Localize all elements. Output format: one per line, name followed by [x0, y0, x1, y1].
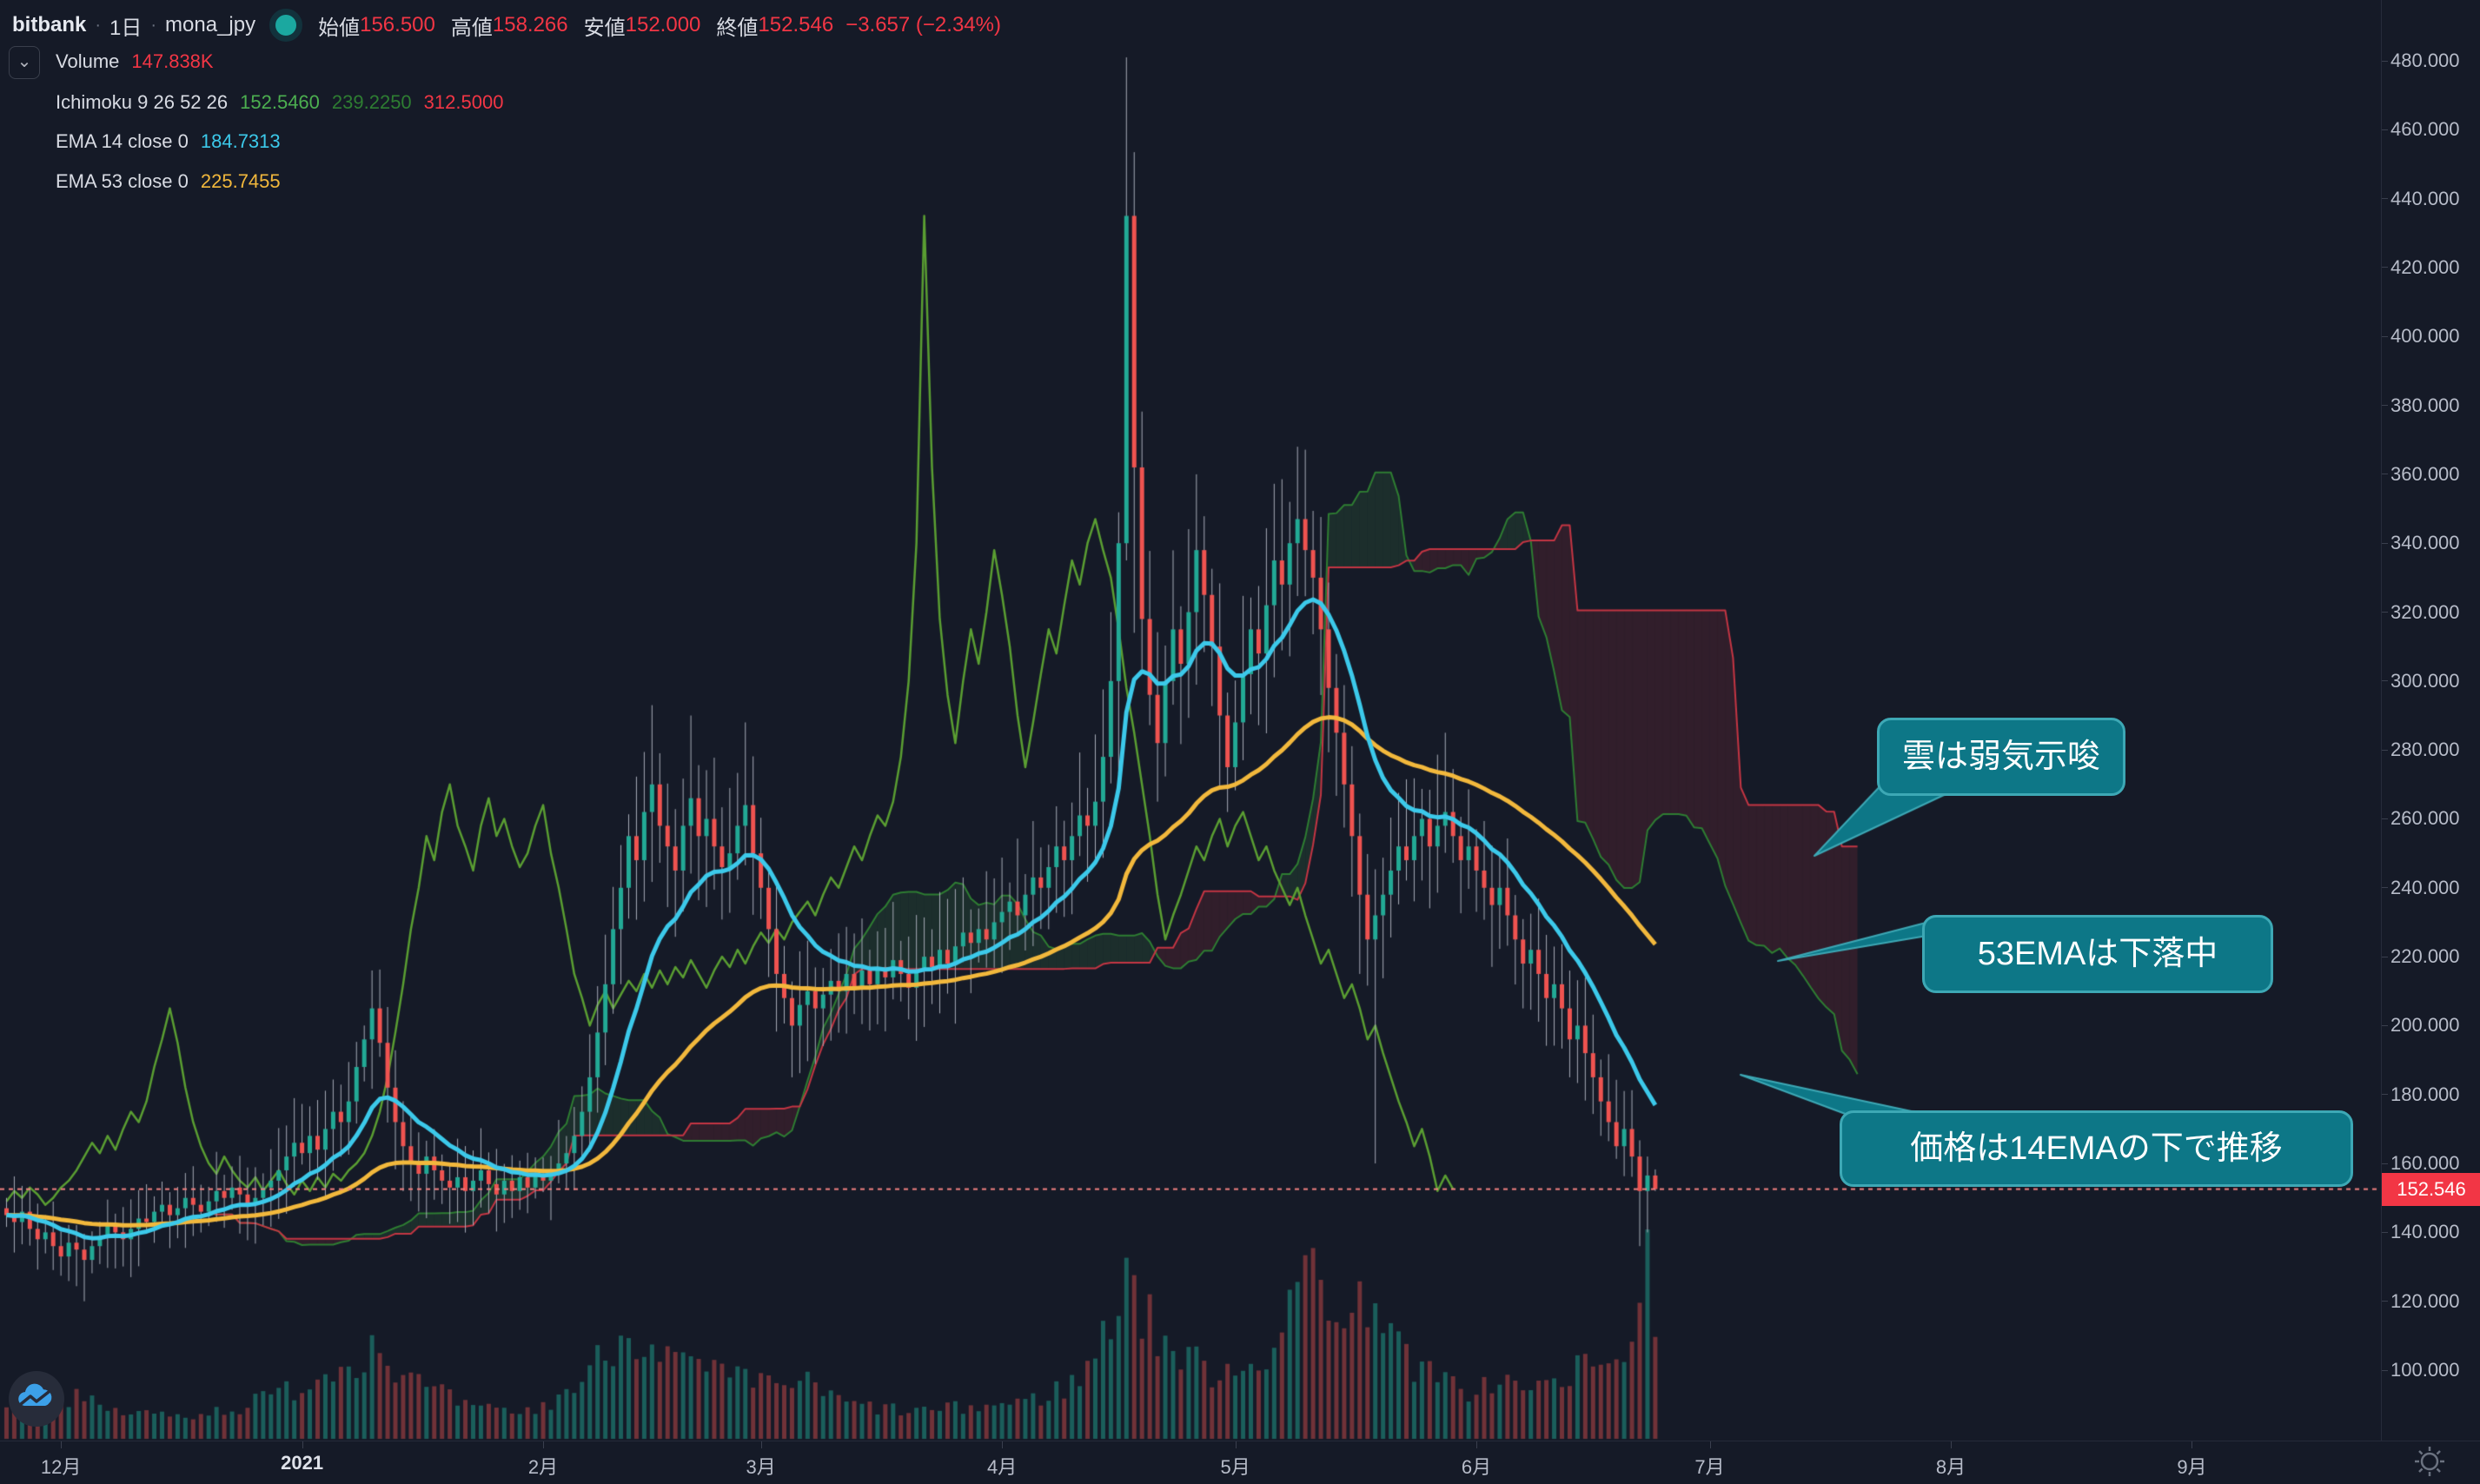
price-axis-label: 460.000: [2390, 118, 2460, 141]
annotation-bubble-cloud[interactable]: 雲は弱気示唆: [1877, 718, 2125, 796]
time-axis-label: 4月: [986, 1456, 1018, 1478]
sun-icon[interactable]: [2405, 1444, 2454, 1479]
price-tick: [2382, 198, 2388, 200]
time-tick: [302, 1441, 303, 1448]
price-axis-label: 120.000: [2390, 1289, 2460, 1312]
price-axis-label: 220.000: [2390, 945, 2460, 968]
time-axis-label: 7月: [1694, 1456, 1725, 1478]
price-axis[interactable]: 152.546 480.000 460.000 440.000 420.000 400.…: [2381, 0, 2480, 1441]
time-tick: [1951, 1441, 1952, 1448]
price-tick: [2382, 129, 2388, 130]
ichimoku-senkou-b-value: 312.5000: [423, 91, 504, 113]
price-axis-label: 280.000: [2390, 739, 2460, 761]
time-axis-label: 9月: [2177, 1456, 2207, 1478]
price-tick: [2382, 405, 2388, 407]
time-axis-label: 3月: [746, 1456, 776, 1478]
time-axis[interactable]: 12月 2021 2月 3月 4月 5月 6月 7月 8月 9月: [0, 1441, 2480, 1484]
price-axis-label: 340.000: [2390, 532, 2460, 554]
low-label: 安値: [583, 16, 626, 40]
last-price-tag: 152.546: [2382, 1172, 2480, 1206]
price-tick: [2382, 1231, 2388, 1233]
price-axis-label: 140.000: [2390, 1221, 2460, 1243]
time-axis-label: 6月: [1461, 1456, 1492, 1478]
market-status-icon: [269, 9, 303, 42]
price-tick: [2382, 680, 2388, 682]
pair-label: mona_jpy: [165, 13, 256, 36]
legend-row-ema53[interactable]: EMA 53 close 0 225.7455: [12, 170, 281, 193]
separator-dot: ·: [95, 15, 102, 35]
annotation-bubble-ema53[interactable]: 53EMAは下落中: [1922, 915, 2273, 993]
close-value: 152.546: [758, 13, 834, 36]
time-tick: [1476, 1441, 1478, 1448]
legend-row-ichimoku[interactable]: Ichimoku 9 26 52 26 152.5460 239.2250 31…: [12, 91, 503, 114]
price-tick: [2382, 267, 2388, 268]
ichimoku-senkou-a-value: 239.2250: [331, 91, 412, 113]
time-axis-label: 12月: [40, 1456, 82, 1478]
annotation-bubble-ema14[interactable]: 価格は14EMAの下で推移: [1840, 1110, 2353, 1187]
time-axis-label: 2021: [281, 1452, 324, 1474]
separator-dot: ·: [150, 15, 157, 35]
price-tick: [2382, 1024, 2388, 1026]
change-value: −3.657 (−2.34%): [845, 13, 1001, 36]
price-tick: [2382, 335, 2388, 337]
low-value: 152.000: [625, 13, 701, 36]
price-axis-label: 360.000: [2390, 462, 2460, 485]
time-axis-label: 8月: [1935, 1456, 1966, 1478]
ema53-value: 225.7455: [200, 170, 281, 192]
time-tick: [543, 1441, 545, 1448]
high-value: 158.266: [492, 13, 568, 36]
symbol-header[interactable]: bitbank · 1日 · mona_jpy 始値 156.500 高値 15…: [12, 9, 1001, 42]
time-axis-label: 2月: [527, 1456, 559, 1478]
price-axis-label: 160.000: [2390, 1152, 2460, 1175]
price-tick: [2382, 1369, 2388, 1371]
volume-value: 147.838K: [131, 50, 214, 72]
price-axis-label: 420.000: [2390, 255, 2460, 278]
time-tick: [1709, 1441, 1711, 1448]
price-axis-label: 300.000: [2390, 669, 2460, 692]
price-tick: [2382, 60, 2388, 62]
time-axis-label: 5月: [1220, 1456, 1250, 1478]
price-axis-label: 260.000: [2390, 807, 2460, 830]
price-tick: [2382, 749, 2388, 751]
legend-row-volume[interactable]: ⌄ Volume 147.838K: [9, 46, 214, 79]
price-axis-label: 380.000: [2390, 394, 2460, 416]
price-tick: [2382, 1301, 2388, 1302]
high-label: 高値: [450, 16, 493, 40]
price-axis-label: 440.000: [2390, 187, 2460, 209]
ema14-label: EMA 14 close 0: [56, 130, 189, 152]
price-tick: [2382, 887, 2388, 889]
ichimoku-label: Ichimoku 9 26 52 26: [56, 91, 229, 113]
chevron-down-icon[interactable]: ⌄: [9, 46, 40, 79]
legend-row-ema14[interactable]: EMA 14 close 0 184.7313: [12, 130, 281, 153]
price-axis-label: 400.000: [2390, 325, 2460, 348]
price-axis-label: 240.000: [2390, 876, 2460, 898]
interval-label[interactable]: 1日: [109, 16, 143, 40]
ema14-value: 184.7313: [200, 130, 281, 152]
price-axis-label: 100.000: [2390, 1359, 2460, 1381]
symbol-name: bitbank: [12, 13, 87, 36]
price-axis-label: 180.000: [2390, 1083, 2460, 1105]
tradingview-logo-icon[interactable]: [7, 1369, 66, 1428]
price-tick: [2382, 612, 2388, 613]
price-tick: [2382, 818, 2388, 819]
time-tick: [61, 1441, 63, 1448]
close-label: 終値: [716, 16, 759, 40]
volume-label: Volume: [56, 50, 120, 72]
time-tick: [760, 1441, 762, 1448]
open-value: 156.500: [360, 13, 435, 36]
price-axis-label: 200.000: [2390, 1014, 2460, 1037]
ema53-label: EMA 53 close 0: [56, 170, 189, 192]
time-tick: [1235, 1441, 1237, 1448]
ichimoku-chikou-value: 152.5460: [240, 91, 320, 113]
price-axis-label: 480.000: [2390, 50, 2460, 71]
price-tick: [2382, 542, 2388, 544]
open-label: 始値: [318, 16, 361, 40]
price-tick: [2382, 1094, 2388, 1096]
time-tick: [1002, 1441, 1004, 1448]
price-axis-label: 320.000: [2390, 600, 2460, 623]
price-tick: [2382, 1163, 2388, 1164]
